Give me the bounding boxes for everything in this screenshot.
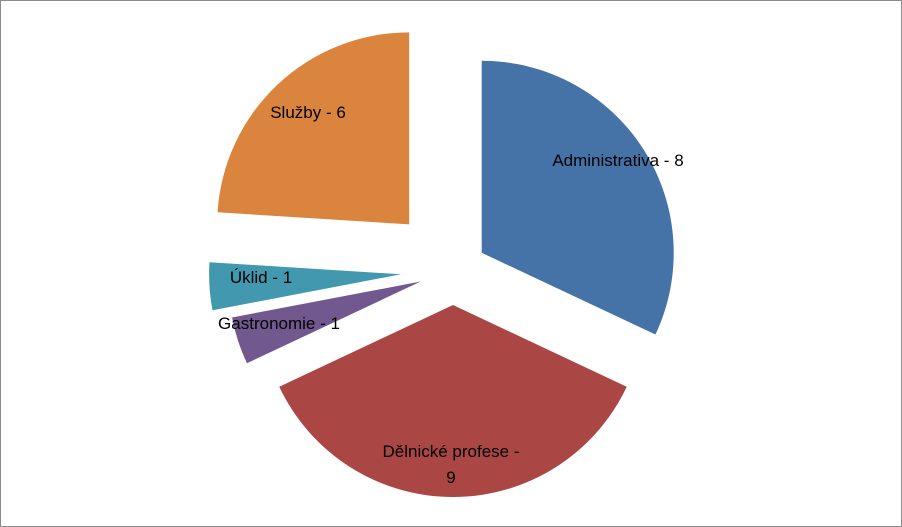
pie-label-uklid: Úklid - 1 [230, 268, 292, 287]
pie-slice-sluzby [217, 32, 410, 225]
pie-label-sluzby: Služby - 6 [270, 103, 346, 122]
pie-label-gastronomie: Gastronomie - 1 [218, 314, 340, 333]
pie-slice-gastronomie [232, 281, 421, 364]
pie-slice-delnicke-profese [279, 305, 627, 498]
pie-slice-uklid [209, 262, 402, 311]
pie-labels: Administrativa - 8 Dělnické profese -9 Gas… [218, 103, 684, 487]
pie-slice-administrativa [481, 60, 674, 335]
pie-label-delnicke-profese: Dělnické profese -9 [382, 442, 519, 487]
pie-label-administrativa: Administrativa - 8 [552, 151, 683, 170]
pie-slices [209, 32, 674, 498]
